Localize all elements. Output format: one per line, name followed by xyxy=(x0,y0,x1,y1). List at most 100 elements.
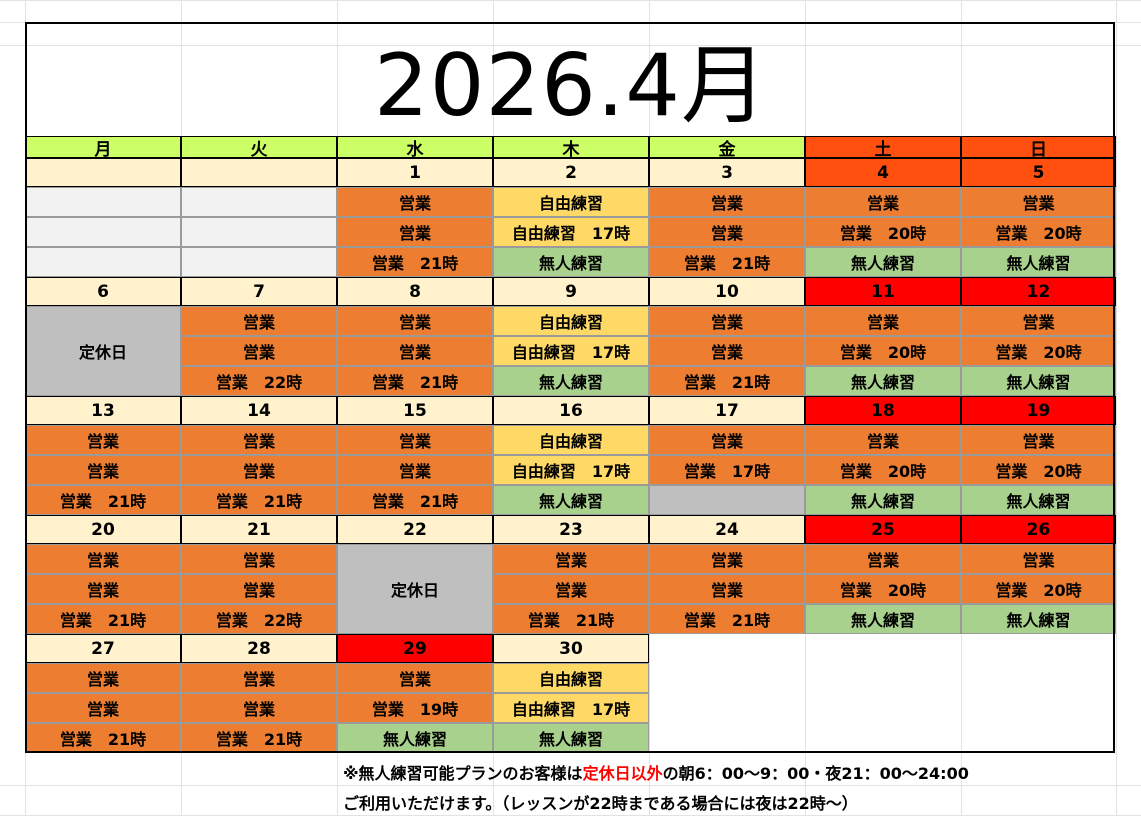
unmanned-practice-cell[interactable]: 無人練習 xyxy=(337,723,493,753)
free-practice-cell[interactable]: 自由練習 xyxy=(493,663,649,693)
business-hours-cell[interactable]: 営業 xyxy=(181,574,337,604)
weekday-header-2[interactable]: 水 xyxy=(337,136,493,160)
date-cell[interactable]: 30 xyxy=(493,634,649,663)
unmanned-practice-cell[interactable]: 無人練習 xyxy=(805,366,961,396)
business-hours-cell[interactable]: 営業 xyxy=(337,455,493,485)
date-cell[interactable]: 10 xyxy=(649,277,805,306)
free-practice-cell[interactable]: 自由練習 17時 xyxy=(493,217,649,247)
business-hours-cell[interactable]: 営業 xyxy=(181,455,337,485)
business-hours-cell[interactable]: 営業 xyxy=(649,574,805,604)
business-hours-cell[interactable]: 営業 xyxy=(181,663,337,693)
date-cell[interactable]: 9 xyxy=(493,277,649,306)
calendar-title[interactable]: 2026.4月 xyxy=(374,36,768,136)
free-practice-cell[interactable]: 自由練習 xyxy=(493,187,649,217)
business-hours-cell[interactable]: 営業 xyxy=(25,425,181,455)
unmanned-practice-cell[interactable]: 無人練習 xyxy=(805,604,961,634)
weekday-header-6[interactable]: 日 xyxy=(961,136,1116,160)
business-hours-cell[interactable]: 営業 xyxy=(25,574,181,604)
closed-slot-cell[interactable] xyxy=(649,485,805,515)
business-hours-cell[interactable]: 営業 xyxy=(649,217,805,247)
date-cell[interactable]: 26 xyxy=(961,515,1116,544)
business-hours-cell[interactable]: 営業 22時 xyxy=(181,366,337,396)
date-cell[interactable]: 1 xyxy=(337,158,493,187)
unmanned-practice-cell[interactable]: 無人練習 xyxy=(493,366,649,396)
unmanned-practice-cell[interactable]: 無人練習 xyxy=(961,604,1116,634)
business-hours-cell[interactable]: 営業 21時 xyxy=(337,366,493,396)
date-cell[interactable]: 14 xyxy=(181,396,337,425)
business-hours-cell[interactable]: 営業 xyxy=(25,455,181,485)
free-practice-cell[interactable]: 自由練習 xyxy=(493,425,649,455)
business-hours-cell[interactable]: 営業 xyxy=(337,336,493,366)
business-hours-cell[interactable]: 営業 20時 xyxy=(961,574,1116,604)
business-hours-cell[interactable]: 営業 xyxy=(805,544,961,574)
blank-cell[interactable] xyxy=(181,247,337,277)
business-hours-cell[interactable]: 営業 xyxy=(649,544,805,574)
blank-cell[interactable] xyxy=(25,217,181,247)
date-cell[interactable]: 13 xyxy=(25,396,181,425)
closed-day-cell[interactable]: 定休日 xyxy=(25,306,181,396)
unmanned-practice-cell[interactable]: 無人練習 xyxy=(805,485,961,515)
business-hours-cell[interactable]: 営業 xyxy=(337,306,493,336)
business-hours-cell[interactable]: 営業 xyxy=(493,544,649,574)
date-cell[interactable]: 19 xyxy=(961,396,1116,425)
blank-cell[interactable] xyxy=(25,247,181,277)
date-cell[interactable]: 15 xyxy=(337,396,493,425)
business-hours-cell[interactable]: 営業 20時 xyxy=(805,455,961,485)
date-cell[interactable] xyxy=(181,158,337,187)
business-hours-cell[interactable]: 営業 xyxy=(649,306,805,336)
business-hours-cell[interactable]: 営業 20時 xyxy=(805,574,961,604)
business-hours-cell[interactable]: 営業 xyxy=(805,187,961,217)
business-hours-cell[interactable]: 営業 xyxy=(25,663,181,693)
business-hours-cell[interactable]: 営業 21時 xyxy=(25,604,181,634)
date-cell[interactable]: 28 xyxy=(181,634,337,663)
date-cell[interactable]: 20 xyxy=(25,515,181,544)
blank-cell[interactable] xyxy=(25,187,181,217)
business-hours-cell[interactable]: 営業 21時 xyxy=(25,723,181,753)
free-practice-cell[interactable]: 自由練習 xyxy=(493,306,649,336)
business-hours-cell[interactable]: 営業 21時 xyxy=(181,723,337,753)
weekday-header-5[interactable]: 土 xyxy=(805,136,961,160)
business-hours-cell[interactable]: 営業 17時 xyxy=(649,455,805,485)
business-hours-cell[interactable]: 営業 xyxy=(181,544,337,574)
business-hours-cell[interactable]: 営業 xyxy=(805,306,961,336)
date-cell[interactable]: 8 xyxy=(337,277,493,306)
business-hours-cell[interactable]: 営業 xyxy=(181,425,337,455)
business-hours-cell[interactable]: 営業 21時 xyxy=(181,485,337,515)
business-hours-cell[interactable]: 営業 21時 xyxy=(649,604,805,634)
business-hours-cell[interactable]: 営業 xyxy=(805,425,961,455)
unmanned-practice-cell[interactable]: 無人練習 xyxy=(961,485,1116,515)
date-cell[interactable]: 17 xyxy=(649,396,805,425)
unmanned-practice-cell[interactable]: 無人練習 xyxy=(493,723,649,753)
closed-day-cell[interactable]: 定休日 xyxy=(337,544,493,634)
date-cell[interactable]: 21 xyxy=(181,515,337,544)
date-cell[interactable]: 7 xyxy=(181,277,337,306)
unmanned-practice-cell[interactable]: 無人練習 xyxy=(493,485,649,515)
weekday-header-3[interactable]: 木 xyxy=(493,136,649,160)
blank-cell[interactable] xyxy=(181,187,337,217)
business-hours-cell[interactable]: 営業 20時 xyxy=(961,217,1116,247)
weekday-header-1[interactable]: 火 xyxy=(181,136,337,160)
note-line-1[interactable]: ※無人練習可能プランのお客様は定休日以外の朝6：00～9：00・夜21：00～2… xyxy=(343,760,969,784)
business-hours-cell[interactable]: 営業 20時 xyxy=(805,217,961,247)
unmanned-practice-cell[interactable]: 無人練習 xyxy=(805,247,961,277)
date-cell[interactable]: 25 xyxy=(805,515,961,544)
business-hours-cell[interactable]: 営業 21時 xyxy=(649,247,805,277)
business-hours-cell[interactable]: 営業 21時 xyxy=(493,604,649,634)
business-hours-cell[interactable]: 営業 19時 xyxy=(337,693,493,723)
business-hours-cell[interactable]: 営業 xyxy=(337,187,493,217)
unmanned-practice-cell[interactable]: 無人練習 xyxy=(961,247,1116,277)
date-cell[interactable]: 18 xyxy=(805,396,961,425)
date-cell[interactable]: 6 xyxy=(25,277,181,306)
business-hours-cell[interactable]: 営業 xyxy=(493,574,649,604)
date-cell[interactable] xyxy=(25,158,181,187)
business-hours-cell[interactable]: 営業 xyxy=(961,306,1116,336)
date-cell[interactable]: 2 xyxy=(493,158,649,187)
date-cell[interactable]: 3 xyxy=(649,158,805,187)
business-hours-cell[interactable]: 営業 xyxy=(961,425,1116,455)
date-cell[interactable]: 5 xyxy=(961,158,1116,187)
business-hours-cell[interactable]: 営業 20時 xyxy=(961,455,1116,485)
free-practice-cell[interactable]: 自由練習 17時 xyxy=(493,336,649,366)
free-practice-cell[interactable]: 自由練習 17時 xyxy=(493,693,649,723)
free-practice-cell[interactable]: 自由練習 17時 xyxy=(493,455,649,485)
date-cell[interactable]: 12 xyxy=(961,277,1116,306)
